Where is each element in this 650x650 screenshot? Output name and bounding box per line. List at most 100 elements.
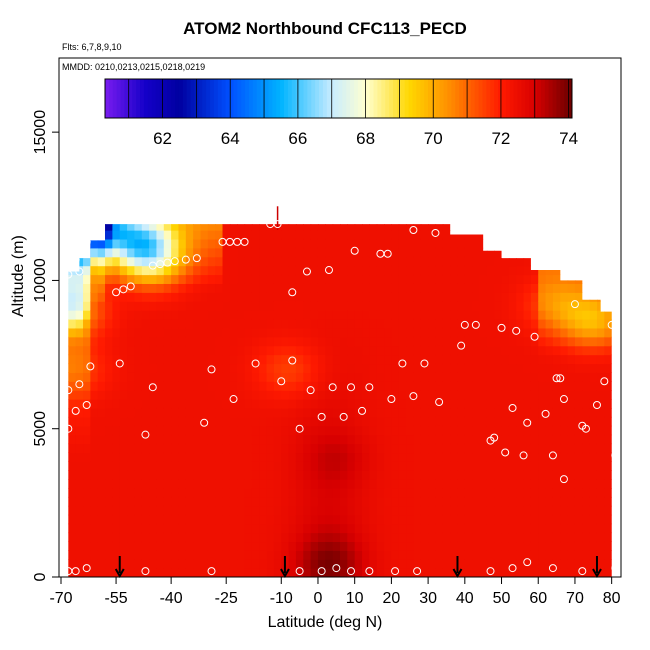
heatmap-cell (464, 568, 473, 577)
heatmap-cell (149, 283, 158, 293)
heatmap-cell (347, 523, 356, 534)
heatmap-cell (501, 372, 510, 382)
heatmap-cell (545, 479, 554, 489)
heatmap-cell (303, 443, 312, 454)
heatmap-cell (251, 443, 260, 454)
heatmap-cell (428, 372, 437, 382)
heatmap-cell (259, 256, 268, 267)
sample-point (347, 383, 356, 392)
heatmap-cell (273, 407, 282, 418)
heatmap-cell (134, 336, 143, 347)
heatmap-cell (112, 327, 121, 338)
heatmap-cell (200, 265, 209, 276)
heatmap-cell (340, 354, 348, 365)
heatmap-cell (538, 336, 547, 347)
heatmap-cell (479, 470, 488, 480)
heatmap-cell (200, 541, 209, 551)
heatmap-cell (398, 238, 407, 249)
heatmap-cell (156, 568, 165, 577)
heatmap-cell (479, 523, 488, 534)
heatmap-cell (596, 488, 605, 498)
heatmap-cell (251, 434, 260, 445)
heatmap-cell (83, 381, 91, 391)
heatmap-cell (450, 256, 459, 267)
heatmap-cell (273, 301, 282, 311)
heatmap-cell (310, 416, 319, 427)
heatmap-cell (119, 488, 128, 498)
heatmap-cell (538, 212, 546, 221)
heatmap-cell (141, 283, 150, 293)
heatmap-cell (141, 434, 150, 445)
heatmap-cell (163, 372, 172, 382)
heatmap-cell (413, 301, 422, 311)
heatmap-cell (193, 354, 202, 365)
heatmap-cell (516, 390, 525, 400)
heatmap-cell (97, 318, 106, 329)
heatmap-cell (354, 550, 363, 560)
heatmap-cell (75, 336, 84, 347)
heatmap-cell (281, 532, 290, 543)
heatmap-cell (589, 292, 598, 302)
heatmap-cell (127, 559, 136, 569)
heatmap-cell (259, 407, 268, 418)
sample-point (207, 365, 216, 374)
heatmap-cell (354, 363, 363, 373)
sample-point (559, 475, 568, 484)
heatmap-cell (589, 479, 598, 489)
heatmap-cell (222, 292, 231, 302)
heatmap-cell (244, 372, 253, 382)
heatmap-cell (171, 443, 180, 454)
heatmap-cell (435, 247, 444, 258)
heatmap-cell (582, 470, 591, 480)
sample-point (288, 288, 297, 297)
heatmap-cell (90, 523, 99, 534)
heatmap-cell (538, 461, 547, 471)
heatmap-cell (281, 541, 290, 551)
heatmap-cell (171, 274, 180, 284)
heatmap-cell (582, 283, 591, 293)
heatmap-cell (171, 559, 180, 569)
heatmap-cell (472, 203, 480, 212)
heatmap-cell (369, 488, 378, 498)
heatmap-cell (112, 301, 121, 311)
heatmap-cell (171, 256, 180, 267)
heatmap-cell (244, 488, 253, 498)
heatmap-cell (376, 399, 385, 409)
heatmap-cell (508, 390, 517, 400)
heatmap-cell (464, 514, 473, 525)
heatmap-cell (229, 390, 238, 400)
heatmap-cell (450, 523, 459, 534)
heatmap-cell (83, 479, 91, 489)
heatmap-cell (134, 372, 143, 382)
heatmap-cell (545, 559, 554, 569)
heatmap-cell (589, 470, 598, 480)
colorbar-segment (303, 79, 308, 118)
heatmap-cell (391, 327, 400, 338)
heatmap-cell (141, 407, 150, 418)
heatmap-cell (229, 416, 238, 427)
heatmap-cell (149, 479, 158, 489)
heatmap-cell (244, 496, 253, 507)
heatmap-cell (369, 541, 378, 551)
heatmap-cell (207, 292, 216, 302)
heatmap-cell (244, 390, 253, 400)
heatmap-cell (494, 265, 503, 276)
heatmap-cell (193, 425, 202, 436)
heatmap-cell (222, 265, 231, 276)
heatmap-cell (222, 452, 231, 462)
sample-point (68, 217, 77, 226)
heatmap-cell (83, 416, 91, 427)
heatmap-cell (127, 212, 135, 221)
heatmap-cell (354, 390, 363, 400)
heatmap-cell (237, 318, 246, 329)
heatmap-cell (97, 559, 106, 569)
heatmap-cell (215, 541, 224, 551)
heatmap-cell (552, 452, 561, 462)
heatmap-cell (494, 496, 503, 507)
heatmap-cell (486, 425, 495, 436)
heatmap-cell (523, 523, 532, 534)
heatmap-cell (582, 203, 590, 212)
heatmap-cell (574, 274, 583, 284)
heatmap-cell (384, 559, 392, 569)
